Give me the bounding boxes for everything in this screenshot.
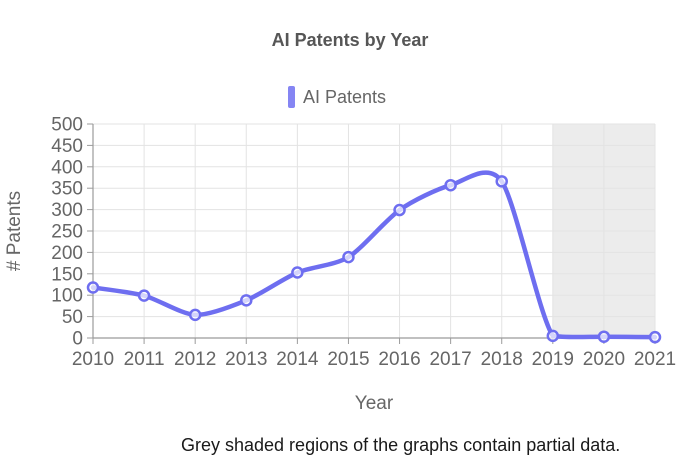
x-tick-label: 2011 xyxy=(124,349,165,370)
x-tick-label: 2010 xyxy=(72,349,114,370)
y-tick-label: 500 xyxy=(51,115,83,136)
x-tick-label: 2016 xyxy=(378,349,420,370)
data-point-2020 xyxy=(597,330,611,343)
x-tick-label: 2018 xyxy=(481,349,523,370)
x-tick-label: 2020 xyxy=(583,349,625,370)
data-point-2017 xyxy=(444,178,457,192)
x-tick-label: 2013 xyxy=(225,349,267,370)
x-tick-label: 2012 xyxy=(174,349,216,370)
y-tick-label: 450 xyxy=(51,136,83,157)
data-point-2014 xyxy=(291,266,304,279)
legend-label: AI Patents xyxy=(302,87,387,107)
y-tick-label: 150 xyxy=(51,264,83,285)
y-tick-label: 100 xyxy=(51,286,83,307)
x-tick-label: 2021 xyxy=(634,349,676,370)
y-tick-label: 300 xyxy=(51,200,83,221)
y-tick-label: 400 xyxy=(51,157,83,178)
y-axis-title: # Patents xyxy=(4,191,25,271)
y-tick-label: 0 xyxy=(72,329,83,350)
x-tick-label: 2017 xyxy=(429,349,471,370)
x-tick-label: 2015 xyxy=(327,349,369,370)
chart-title: AI Patents by Year xyxy=(271,30,429,50)
data-point-2018 xyxy=(495,175,508,188)
data-point-2012 xyxy=(188,308,202,322)
legend-color-marker xyxy=(287,86,295,108)
data-point-2021 xyxy=(648,330,662,344)
data-point-2015 xyxy=(342,250,355,264)
y-tick-label: 350 xyxy=(51,179,83,200)
legend-item-ai-patents[interactable]: AI Patents xyxy=(287,86,387,108)
y-tick-label: 200 xyxy=(51,243,83,264)
data-point-2016 xyxy=(393,203,406,217)
data-point-2010 xyxy=(86,281,100,294)
x-axis-title: Year xyxy=(355,393,394,414)
y-tick-label: 50 xyxy=(62,307,83,328)
footer-note: Grey shaded regions of the graphs contai… xyxy=(181,435,621,455)
legend: AI Patents xyxy=(0,86,687,108)
data-point-2019 xyxy=(546,329,560,343)
y-tick-label: 250 xyxy=(51,222,83,243)
data-point-2011 xyxy=(137,289,151,302)
x-tick-label: 2014 xyxy=(276,349,319,370)
x-tick-label: 2019 xyxy=(532,349,574,370)
data-point-2013 xyxy=(240,294,253,307)
